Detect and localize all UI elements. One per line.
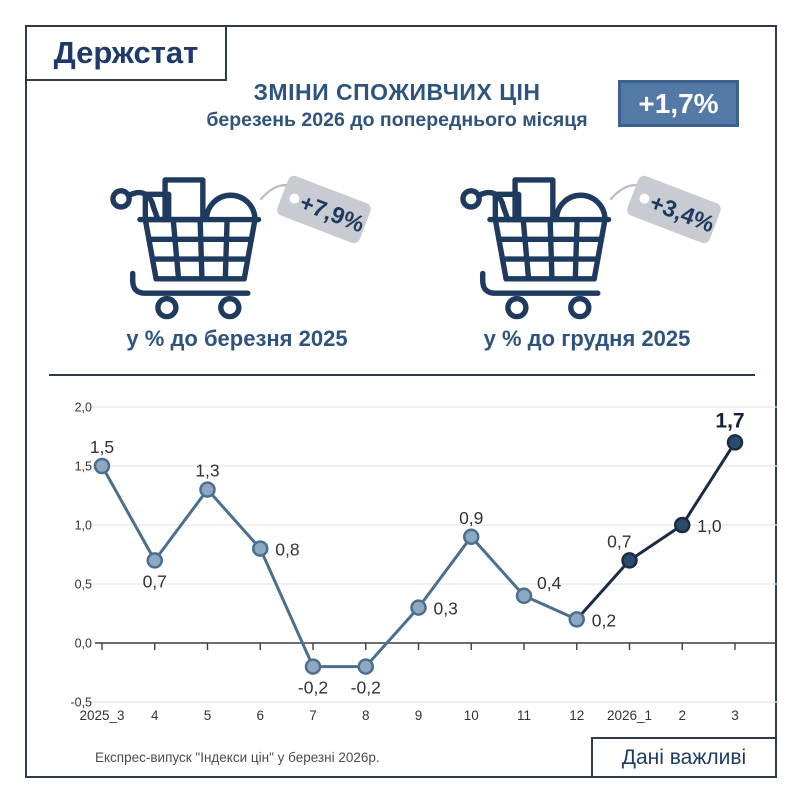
comparison-ytd-label: у % до грудня 2025	[483, 326, 691, 351]
page-subtitle: березень 2026 до попереднього місяця	[206, 109, 588, 131]
data-point	[515, 587, 533, 605]
x-axis-tick-label: 5	[204, 708, 212, 723]
x-axis-tick-label: 2025_3	[79, 708, 124, 723]
cart-glyph	[460, 177, 612, 320]
y-axis-tick-label: 1,5	[75, 460, 92, 474]
x-axis-tick-label: 9	[415, 708, 423, 723]
x-axis-tick-label: 2026_1	[607, 708, 652, 723]
data-point-label: -0,2	[351, 678, 381, 698]
series-line-light	[100, 465, 578, 669]
data-point	[621, 552, 638, 569]
data-point	[726, 434, 744, 451]
monthly-change-badge: +1,7%	[618, 80, 739, 127]
data-point-label: 0,3	[434, 599, 458, 619]
data-point-label: 0,4	[537, 573, 562, 593]
price-tag: +7,9%	[277, 175, 371, 244]
x-axis-tick-label: 3	[731, 708, 739, 723]
y-axis-tick-label: 0,0	[75, 637, 92, 651]
page-title: ЗМІНИ СПОЖИВЧИХ ЦІН	[253, 79, 541, 105]
stamp-text: Дані важливі	[621, 745, 747, 769]
source-footnote: Експрес-випуск "Індекси цін" у березні 2…	[95, 750, 380, 765]
data-point-label: 0,7	[607, 531, 631, 551]
data-point-label: 0,9	[459, 508, 483, 528]
data-point-label: 1,3	[195, 461, 219, 481]
x-axis-tick-label: 6	[256, 708, 264, 723]
x-axis-tick-label: 4	[151, 708, 159, 723]
data-point-label: -0,2	[298, 678, 328, 698]
data-point-label: 1,7	[715, 409, 744, 432]
x-axis-tick-label: 11	[517, 708, 531, 723]
comparison-yearly: +7,9%	[82, 162, 392, 352]
data-point	[410, 599, 427, 616]
shopping-cart-icon: +7,9%	[110, 175, 371, 320]
x-axis-tick-label: 7	[309, 708, 317, 723]
data-point	[463, 528, 480, 546]
data-point-label: 1,5	[90, 437, 114, 457]
stamp-box: Дані важливі	[591, 737, 777, 778]
data-point	[252, 540, 269, 557]
data-point-label: 0,8	[275, 540, 299, 560]
cpi-line-chart: 2,0 1,5 1,0 0,5 0,0 -0,5 2025_3 4 5 6 7 8 9 10 11 12 202…	[42, 387, 787, 739]
data-point-label: 1,0	[697, 516, 722, 536]
data-point	[199, 481, 216, 498]
y-axis-tick-label: 0,5	[75, 578, 92, 592]
comparison-ytd: +3,4%	[432, 162, 742, 352]
data-point	[146, 552, 163, 569]
data-point	[93, 457, 111, 475]
shopping-cart-icon: +3,4%	[460, 175, 721, 320]
title-block: ЗМІНИ СПОЖИВЧИХ ЦІН березень 2026 до поп…	[157, 79, 637, 132]
data-point	[357, 658, 374, 675]
x-axis-tick-label: 12	[569, 708, 584, 723]
y-axis-tick-label: -0,5	[70, 696, 92, 710]
data-point	[674, 516, 691, 534]
content-frame: Держстат ЗМІНИ СПОЖИВЧИХ ЦІН березень 20…	[25, 25, 777, 778]
series-line-dark	[575, 441, 737, 621]
x-axis-tick-label: 8	[362, 708, 370, 723]
tag-hole	[289, 193, 300, 204]
comparison-yearly-label: у % до березня 2025	[126, 326, 348, 351]
y-axis-tick-label: 2,0	[75, 401, 92, 415]
data-point	[568, 611, 585, 628]
x-axis-tick-label: 10	[464, 708, 479, 723]
data-point	[304, 658, 322, 675]
y-axis-tick-label: 1,0	[75, 519, 92, 533]
price-tag: +3,4%	[627, 175, 721, 244]
tag-hole	[639, 193, 650, 204]
section-divider	[49, 374, 755, 376]
logo-text: Держстат	[53, 35, 199, 70]
logo-box: Держстат	[25, 25, 227, 81]
data-point-label: 0,7	[143, 571, 167, 591]
data-point-label: 0,2	[592, 610, 616, 630]
x-axis-tick-label: 2	[678, 708, 686, 723]
cart-glyph	[110, 177, 262, 320]
